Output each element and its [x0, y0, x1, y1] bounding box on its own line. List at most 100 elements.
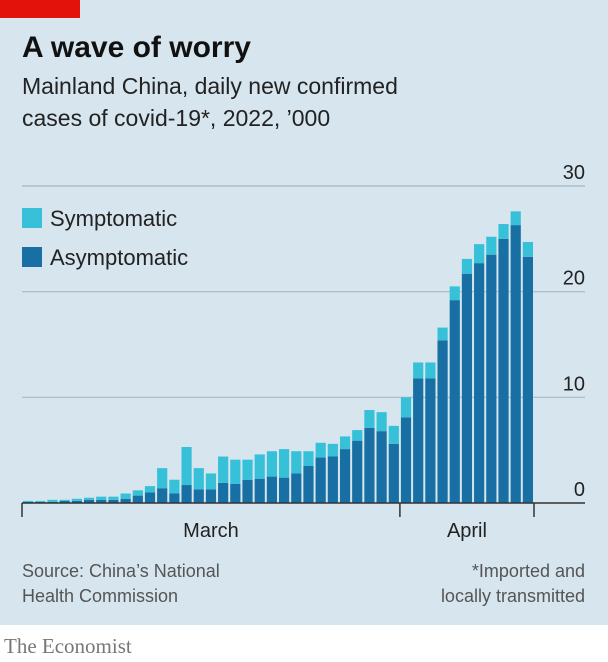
- note: *Imported and: [472, 561, 585, 581]
- bar: [461, 258, 473, 274]
- bar: [242, 479, 253, 503]
- bar: [230, 459, 241, 484]
- bar: [352, 440, 363, 503]
- bar: [498, 238, 509, 504]
- bar: [218, 482, 229, 503]
- bar: [303, 466, 314, 503]
- bar: [230, 483, 241, 503]
- bar: [437, 340, 448, 503]
- y-tick-label: 30: [563, 162, 585, 184]
- bar: [315, 457, 326, 503]
- bar: [71, 498, 82, 501]
- bar: [83, 499, 95, 503]
- bar: [96, 496, 107, 500]
- bar: [474, 244, 485, 264]
- bar: [364, 410, 375, 428]
- bar: [47, 499, 58, 502]
- bar: [83, 497, 95, 500]
- bar: [120, 498, 131, 503]
- bar: [59, 499, 70, 501]
- bar: [169, 493, 180, 503]
- bar: [71, 500, 82, 503]
- bar: [193, 489, 204, 503]
- legend-swatch: [22, 247, 42, 267]
- bar: [205, 473, 217, 490]
- bar: [327, 456, 338, 503]
- bar: [400, 417, 412, 503]
- bar: [96, 499, 107, 503]
- bar: [181, 485, 192, 503]
- chart-subtitle: cases of covid-19*, 2022, ’000: [22, 105, 330, 131]
- bar: [327, 443, 338, 457]
- bar: [108, 499, 119, 503]
- bar: [425, 362, 436, 379]
- bar: [193, 468, 204, 490]
- footer-band: [0, 625, 608, 662]
- bar: [400, 397, 412, 418]
- x-tick-label: April: [447, 520, 487, 542]
- bar: [218, 456, 229, 483]
- bar: [132, 490, 143, 496]
- bar: [522, 256, 533, 503]
- bar: [279, 449, 290, 478]
- bar: [120, 493, 131, 499]
- bar: [437, 327, 448, 341]
- bar: [413, 378, 424, 503]
- bar: [388, 443, 399, 503]
- bar: [413, 362, 424, 379]
- bar: [376, 431, 387, 503]
- bar: [108, 496, 119, 500]
- y-tick-label: 0: [574, 479, 585, 501]
- legend-label: Symptomatic: [50, 206, 177, 231]
- bar: [339, 436, 351, 450]
- note: locally transmitted: [441, 586, 585, 606]
- bar: [205, 489, 217, 503]
- legend-label: Asymptomatic: [50, 245, 188, 270]
- bar: [510, 211, 521, 226]
- bar: [254, 478, 265, 503]
- brand: The Economist: [4, 634, 132, 658]
- bar: [486, 236, 497, 255]
- bar: [303, 451, 314, 467]
- source: Health Commission: [22, 586, 178, 606]
- bar: [339, 449, 351, 503]
- bar: [449, 286, 460, 301]
- bar: [461, 273, 473, 503]
- bar: [181, 446, 192, 486]
- bar: [352, 430, 363, 441]
- bar: [522, 242, 533, 257]
- bar: [364, 427, 375, 503]
- bar: [266, 451, 277, 477]
- bar: [144, 492, 156, 503]
- bar: [486, 254, 497, 503]
- bar: [449, 300, 460, 503]
- bar: [498, 224, 509, 239]
- bar: [291, 451, 302, 474]
- bar: [425, 378, 436, 503]
- bar: [388, 425, 399, 444]
- bar: [510, 225, 521, 503]
- bar: [315, 442, 326, 458]
- y-tick-label: 10: [563, 373, 585, 395]
- bar: [59, 500, 70, 503]
- bar: [254, 454, 265, 479]
- bar: [242, 459, 253, 480]
- bar: [169, 479, 180, 494]
- bar: [157, 488, 168, 503]
- bar: [132, 495, 143, 503]
- bar: [376, 412, 387, 432]
- bar: [474, 263, 485, 503]
- legend-swatch: [22, 208, 42, 228]
- bar: [291, 473, 302, 503]
- bar: [157, 468, 168, 489]
- brand-tag: [0, 0, 80, 18]
- bar: [23, 500, 34, 502]
- source: Source: China’s National: [22, 561, 220, 581]
- bar: [279, 477, 290, 503]
- bar: [144, 486, 156, 493]
- chart-title: A wave of worry: [22, 31, 251, 64]
- bar: [266, 476, 277, 503]
- y-tick-label: 20: [563, 268, 585, 290]
